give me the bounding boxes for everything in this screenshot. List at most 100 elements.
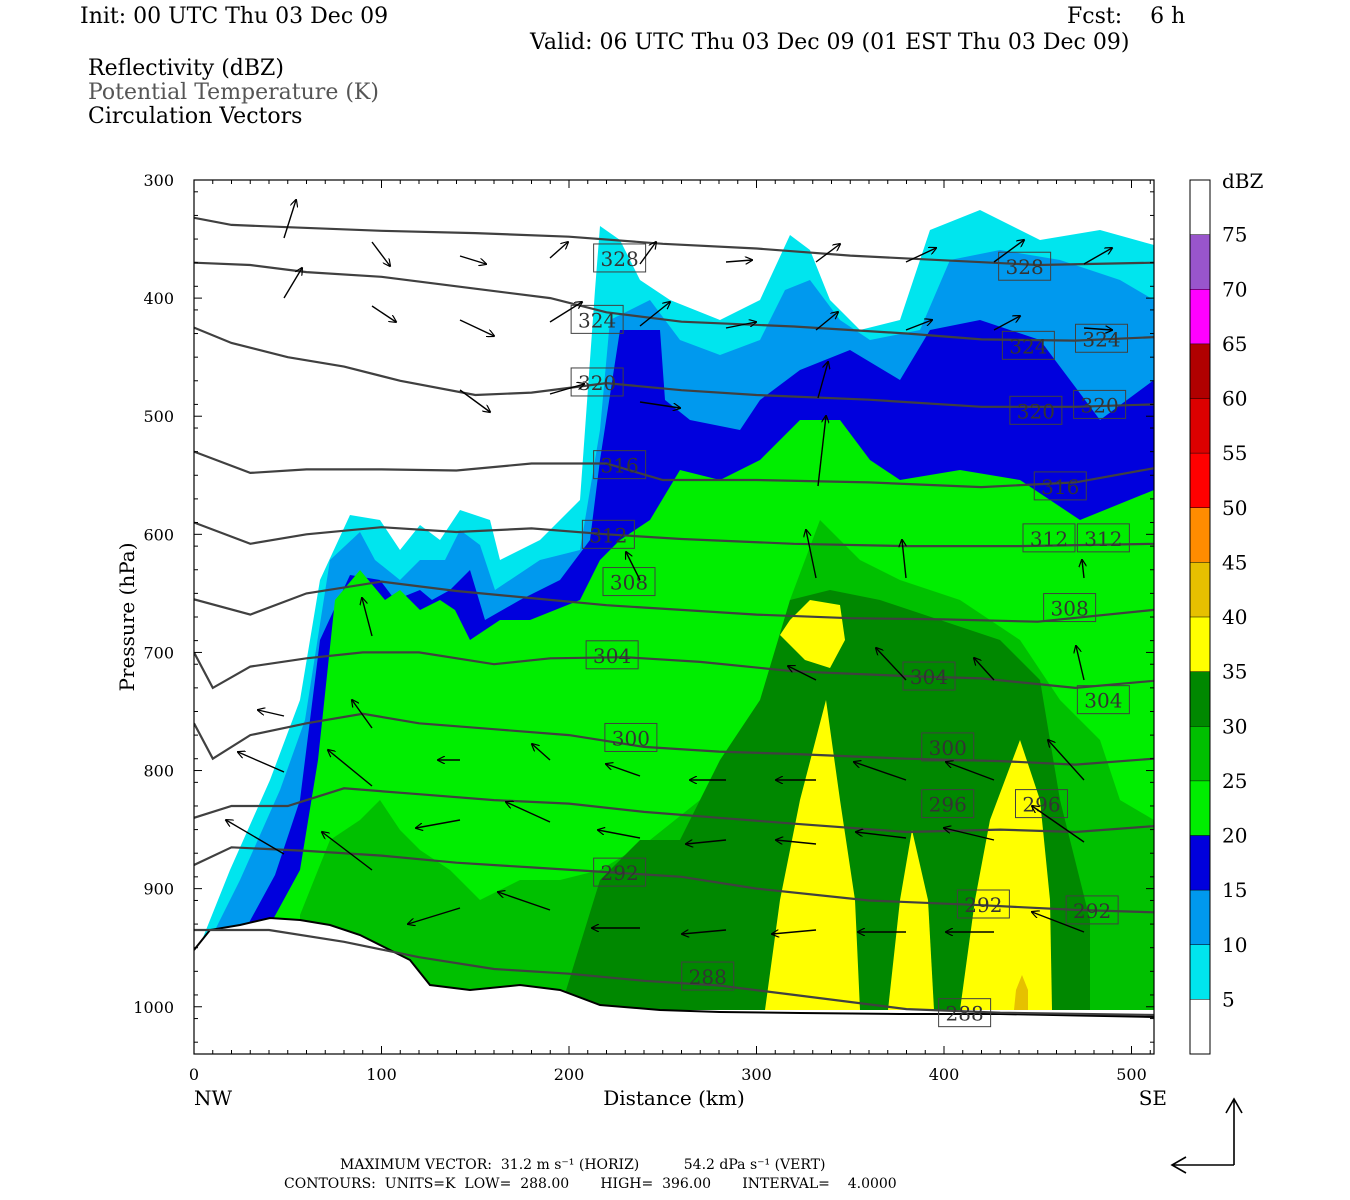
contour-label-box (602, 567, 656, 597)
vector-arrow (408, 907, 461, 924)
colorbar-swatch (1190, 343, 1210, 399)
y-tick-label: 600 (143, 525, 174, 544)
vector-arrow (549, 384, 584, 395)
y-axis-label: Pressure (hPa) (115, 543, 139, 692)
colorbar-label: 50 (1222, 496, 1247, 520)
vector-arrow (328, 750, 373, 787)
theta-contour-304 (194, 651, 1154, 690)
x-tick-label: 200 (554, 1065, 585, 1084)
colorbar-swatch (1190, 180, 1210, 235)
contour-label-box (604, 722, 658, 752)
contour-label: 316 (601, 454, 639, 478)
contour-label-box (998, 251, 1052, 281)
contour-label-box (570, 367, 624, 397)
contour-label: 296 (929, 793, 967, 817)
y-tick-label: 900 (143, 880, 174, 899)
contour-label: 304 (1084, 689, 1122, 713)
vector-arrow (416, 819, 461, 828)
nw-label: NW (194, 1086, 233, 1110)
vector-arrow (854, 762, 907, 781)
contour-label-box (1076, 523, 1130, 553)
colorbar-label: 45 (1222, 550, 1247, 574)
contour-label: 316 (1041, 475, 1079, 499)
vector-arrow (459, 319, 494, 336)
vector-arrow (686, 839, 727, 844)
reference-vector-icon (1170, 1097, 1243, 1174)
contour-label: 312 (1030, 527, 1068, 551)
vector-arrow (806, 530, 817, 579)
contour-label-box (1065, 895, 1119, 925)
contour-label: 324 (578, 308, 616, 332)
vector-arrow (352, 700, 373, 729)
colorbar-label: 5 (1222, 987, 1235, 1011)
vector-arrow (856, 832, 907, 839)
contour-label: 308 (1051, 597, 1089, 621)
contour-label-box (593, 450, 647, 480)
y-tick-label: 500 (143, 407, 174, 426)
colorbar-swatch (1190, 944, 1210, 1000)
vector-arrow (459, 255, 486, 264)
vector-arrow (362, 598, 373, 637)
vector-arrow (238, 752, 285, 773)
vector-arrow (639, 302, 670, 327)
vector-arrow (905, 320, 932, 331)
contour-label: 292 (601, 861, 639, 885)
valid-time: Valid: 06 UTC Thu 03 Dec 09 (01 EST Thu … (530, 30, 1130, 55)
colorbar-label: 55 (1222, 441, 1247, 465)
contour-label: 292 (964, 893, 1002, 917)
contour-label-box (938, 998, 992, 1028)
theta-contour-308 (194, 580, 1154, 623)
colorbar-label: 65 (1222, 332, 1247, 356)
theta-contours (194, 216, 1154, 1017)
colorbar-label: 60 (1222, 387, 1247, 411)
vector-arrow (283, 200, 296, 239)
y-tick-label: 300 (143, 171, 174, 190)
colorbar-label: 15 (1222, 878, 1247, 902)
contour-label: 312 (589, 523, 627, 547)
vector-arrow (371, 241, 390, 266)
theta-contour-296 (194, 787, 1154, 834)
contour-label: 328 (1006, 255, 1044, 279)
contour-label: 300 (612, 726, 650, 750)
se-label: SE (1139, 1086, 1167, 1110)
colorbar-swatch (1190, 562, 1210, 617)
vector-arrow (682, 929, 727, 934)
vector-arrow (1082, 560, 1084, 579)
colorbar-label: 40 (1222, 605, 1247, 629)
vector-arrow (776, 840, 817, 845)
contour-label: 320 (1017, 399, 1055, 423)
y-tick-label: 400 (143, 289, 174, 308)
vector-arrow (226, 820, 285, 855)
vector-arrow (815, 312, 838, 331)
contour-label-box (581, 519, 635, 549)
colorbar-label: 35 (1222, 660, 1247, 684)
contour-label-box (1001, 330, 1055, 360)
vector-arrow (993, 316, 1020, 331)
contour-label: 292 (1073, 899, 1111, 923)
contour-label-box (1043, 593, 1097, 623)
theta-contour-316 (194, 450, 1154, 489)
vector-arrow (725, 260, 752, 262)
contour-label-box (593, 243, 647, 273)
contour-label: 328 (601, 247, 639, 271)
x-tick-label: 300 (741, 1065, 772, 1084)
contour-label: 288 (689, 965, 727, 989)
vector-arrow (944, 828, 995, 841)
contour-label-box (1009, 395, 1063, 425)
theta-contour-324 (194, 261, 1154, 342)
contour-label-box (1033, 471, 1087, 501)
vector-arrow (876, 648, 907, 681)
field-theta: Potential Temperature (K) (88, 80, 379, 105)
colorbar-swatch (1190, 835, 1210, 891)
x-tick-label: 0 (189, 1065, 199, 1084)
vector-arrow (1083, 248, 1112, 265)
y-tick-label: 1000 (133, 998, 174, 1017)
colorbar-swatch (1190, 780, 1210, 836)
colorbar-swatch (1190, 890, 1210, 945)
vector-arrow (626, 552, 641, 581)
theta-contour-328 (194, 216, 1154, 267)
contour-label: 288 (946, 1002, 984, 1026)
contour-label-box (1073, 389, 1127, 419)
vector-arrow (549, 242, 568, 259)
